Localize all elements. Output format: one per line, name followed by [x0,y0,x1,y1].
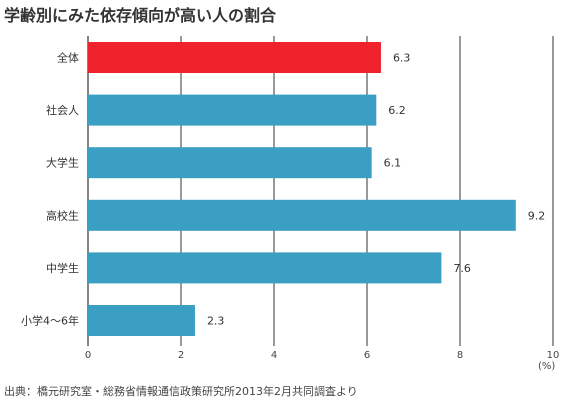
x-axis-unit: (%) [538,361,556,372]
value-label: 9.2 [528,209,546,222]
x-tick-label: 0 [85,350,91,361]
category-label: 中学生 [46,261,79,275]
bar [88,199,516,231]
category-label: 全体 [57,51,79,65]
bar-highlight [88,42,381,73]
x-tick-label: 2 [178,350,184,361]
category-label: 社会人 [46,103,79,117]
category-label: 小学4〜6年 [21,314,79,328]
value-label: 6.3 [393,52,411,65]
x-tick-label: 10 [547,350,560,361]
source-note: 出典：橋元研究室・総務省情報通信政策研究所2013年2月共同調査より [4,385,358,398]
chart-title: 学齢別にみた依存傾向が高い人の割合 [4,6,277,25]
value-label: 6.1 [384,157,402,170]
x-tick-label: 4 [271,350,277,361]
bar [88,252,442,284]
value-label: 2.3 [207,315,225,328]
value-label: 7.6 [453,262,471,275]
bar [88,147,372,179]
x-tick-label: 6 [364,350,370,361]
x-tick-label: 8 [457,350,463,361]
value-label: 6.2 [388,104,406,117]
category-label: 大学生 [46,156,79,170]
category-label: 高校生 [46,208,79,222]
bar [88,94,377,126]
bar [88,305,195,336]
